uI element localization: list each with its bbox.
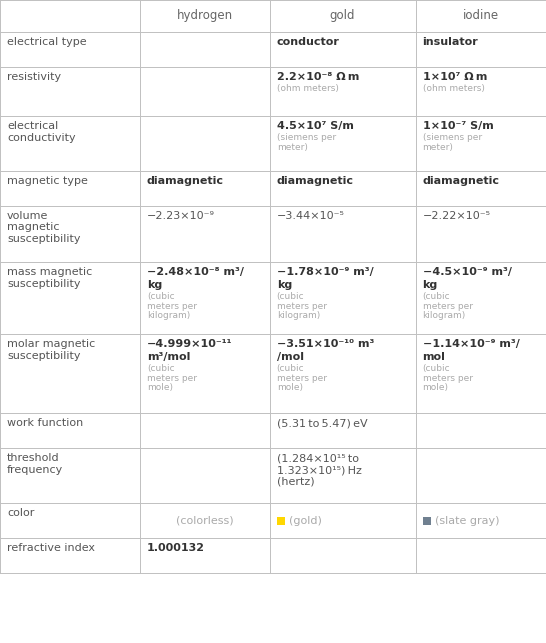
- Text: magnetic type: magnetic type: [7, 176, 88, 186]
- Text: (cubic: (cubic: [277, 364, 304, 373]
- Text: diamagnetic: diamagnetic: [147, 176, 224, 186]
- Text: (gold): (gold): [289, 516, 322, 525]
- Text: conductor: conductor: [277, 37, 340, 47]
- Text: meters per: meters per: [423, 374, 472, 383]
- Text: (1.284×10¹⁵ to
1.323×10¹⁵) Hz
(hertz): (1.284×10¹⁵ to 1.323×10¹⁵) Hz (hertz): [277, 453, 361, 487]
- Text: mole): mole): [423, 383, 448, 392]
- Text: gold: gold: [330, 10, 355, 23]
- Text: −4.999×10⁻¹¹: −4.999×10⁻¹¹: [147, 340, 232, 349]
- Bar: [423, 516, 430, 525]
- Text: m³/mol: m³/mol: [147, 352, 190, 362]
- Text: −1.14×10⁻⁹ m³/: −1.14×10⁻⁹ m³/: [423, 340, 519, 349]
- Text: iodine: iodine: [462, 10, 498, 23]
- Text: (cubic: (cubic: [147, 364, 174, 373]
- Text: color: color: [7, 508, 34, 518]
- Text: mass magnetic
susceptibility: mass magnetic susceptibility: [7, 267, 92, 289]
- Text: −2.22×10⁻⁵: −2.22×10⁻⁵: [423, 211, 490, 221]
- Bar: [277, 516, 284, 525]
- Text: −3.44×10⁻⁵: −3.44×10⁻⁵: [277, 211, 345, 221]
- Text: −1.78×10⁻⁹ m³/: −1.78×10⁻⁹ m³/: [277, 267, 373, 277]
- Text: (siemens per: (siemens per: [277, 133, 336, 142]
- Text: meters per: meters per: [423, 302, 472, 311]
- Text: mol: mol: [423, 352, 446, 362]
- Text: meters per: meters per: [277, 302, 327, 311]
- Text: (slate gray): (slate gray): [435, 516, 499, 525]
- Text: meter): meter): [277, 143, 307, 152]
- Text: 1×10⁻⁷ S/m: 1×10⁻⁷ S/m: [423, 121, 493, 131]
- Text: kilogram): kilogram): [147, 311, 190, 320]
- Text: molar magnetic
susceptibility: molar magnetic susceptibility: [7, 340, 95, 361]
- Text: (cubic: (cubic: [147, 292, 174, 301]
- Text: volume
magnetic
susceptibility: volume magnetic susceptibility: [7, 211, 80, 244]
- Text: kg: kg: [277, 280, 292, 290]
- Text: (ohm meters): (ohm meters): [423, 84, 484, 93]
- Text: threshold
frequency: threshold frequency: [7, 453, 63, 475]
- Text: work function: work function: [7, 419, 83, 428]
- Text: 1.000132: 1.000132: [147, 543, 205, 553]
- Text: meter): meter): [423, 143, 453, 152]
- Text: kilogram): kilogram): [277, 311, 320, 320]
- Text: insulator: insulator: [423, 37, 478, 47]
- Text: 1×10⁷ Ω m: 1×10⁷ Ω m: [423, 72, 487, 82]
- Text: /mol: /mol: [277, 352, 304, 362]
- Text: mole): mole): [277, 383, 302, 392]
- Text: meters per: meters per: [147, 374, 197, 383]
- Text: hydrogen: hydrogen: [177, 10, 233, 23]
- Text: refractive index: refractive index: [7, 543, 95, 553]
- Text: (colorless): (colorless): [176, 516, 234, 525]
- Text: kilogram): kilogram): [423, 311, 466, 320]
- Text: kg: kg: [423, 280, 438, 290]
- Text: (5.31 to 5.47) eV: (5.31 to 5.47) eV: [277, 419, 367, 428]
- Text: (cubic: (cubic: [423, 364, 450, 373]
- Text: diamagnetic: diamagnetic: [423, 176, 500, 186]
- Text: (ohm meters): (ohm meters): [277, 84, 339, 93]
- Text: −2.23×10⁻⁹: −2.23×10⁻⁹: [147, 211, 215, 221]
- Text: −4.5×10⁻⁹ m³/: −4.5×10⁻⁹ m³/: [423, 267, 512, 277]
- Text: diamagnetic: diamagnetic: [277, 176, 354, 186]
- Text: (cubic: (cubic: [277, 292, 304, 301]
- Text: −3.51×10⁻¹⁰ m³: −3.51×10⁻¹⁰ m³: [277, 340, 374, 349]
- Text: meters per: meters per: [277, 374, 327, 383]
- Text: meters per: meters per: [147, 302, 197, 311]
- Text: −2.48×10⁻⁸ m³/: −2.48×10⁻⁸ m³/: [147, 267, 244, 277]
- Text: resistivity: resistivity: [7, 72, 61, 82]
- Text: (siemens per: (siemens per: [423, 133, 482, 142]
- Text: kg: kg: [147, 280, 162, 290]
- Text: electrical
conductivity: electrical conductivity: [7, 121, 76, 143]
- Text: 2.2×10⁻⁸ Ω m: 2.2×10⁻⁸ Ω m: [277, 72, 359, 82]
- Text: 4.5×10⁷ S/m: 4.5×10⁷ S/m: [277, 121, 354, 131]
- Text: electrical type: electrical type: [7, 37, 87, 47]
- Text: (cubic: (cubic: [423, 292, 450, 301]
- Text: mole): mole): [147, 383, 173, 392]
